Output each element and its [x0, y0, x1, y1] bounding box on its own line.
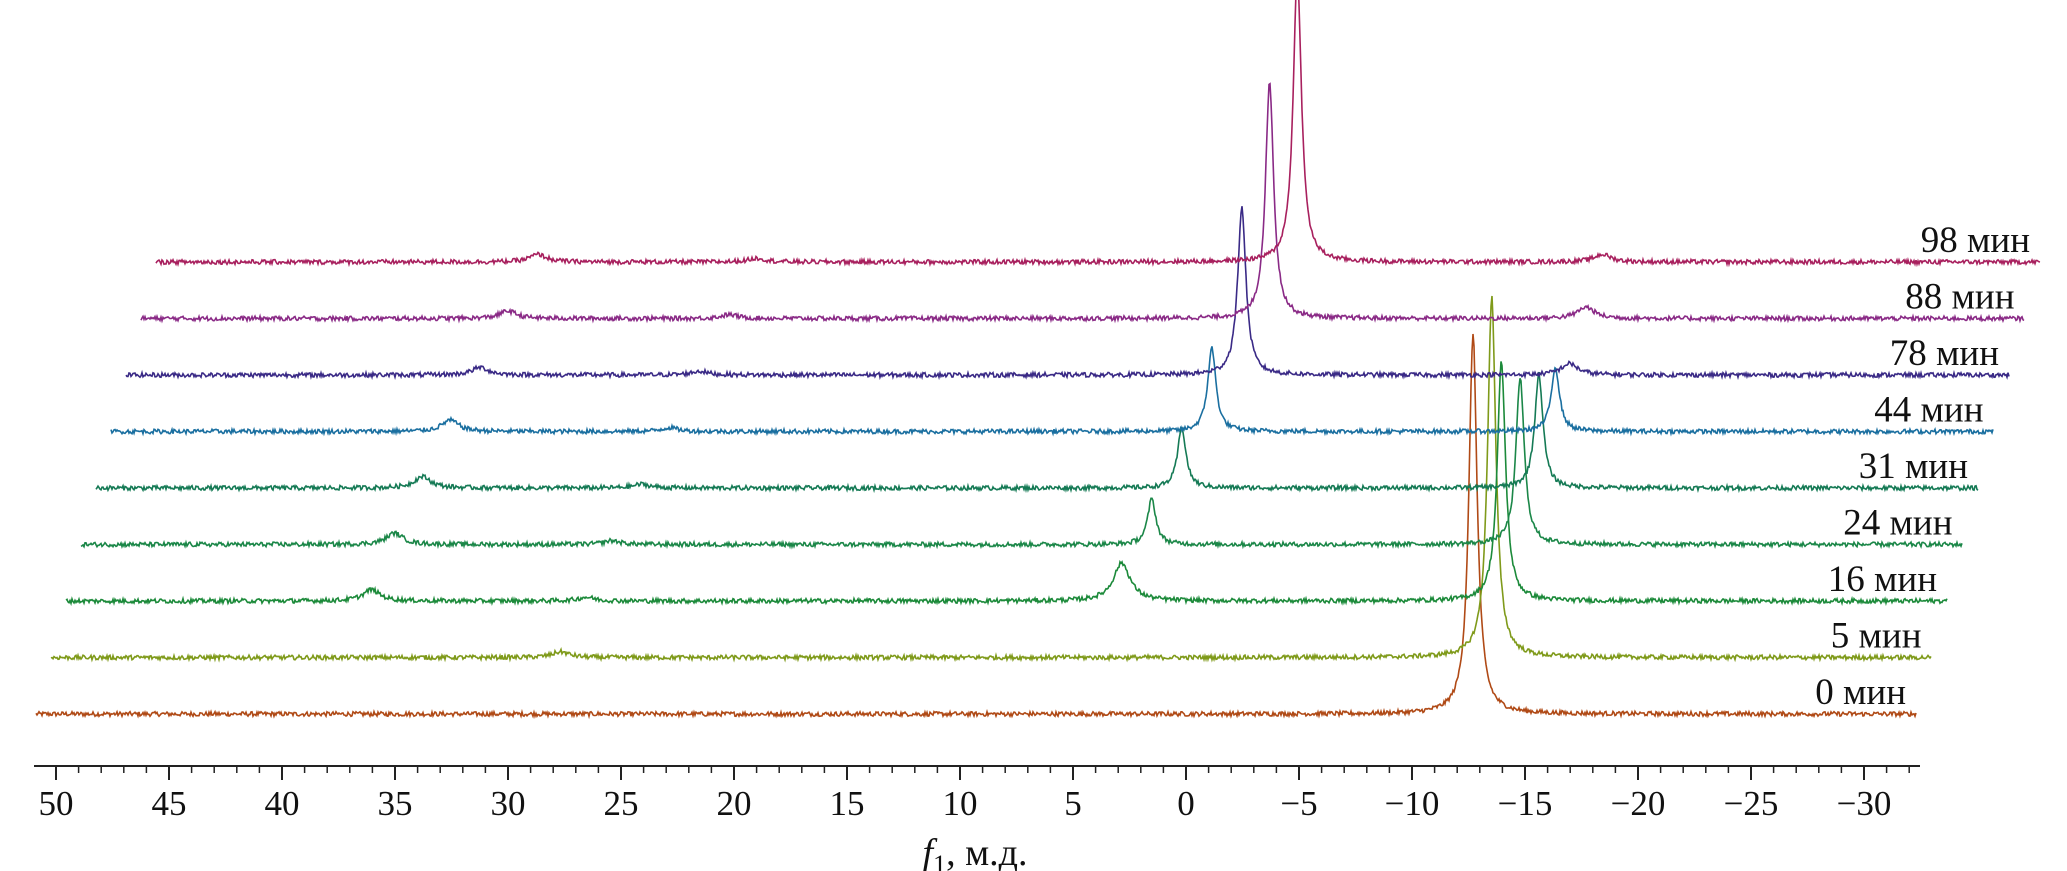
series-label: 98 мин	[1921, 220, 2030, 261]
x-tick-label: −25	[1724, 784, 1779, 823]
x-tick-label: −15	[1498, 784, 1553, 823]
x-tick-label: −30	[1837, 784, 1892, 823]
x-tick-label: −5	[1280, 784, 1317, 823]
x-axis-title: f1, м.д.	[923, 832, 1028, 871]
series-label: 78 мин	[1890, 333, 1999, 374]
x-tick-label: 45	[152, 784, 187, 823]
spectra-traces	[35, 0, 2041, 720]
series-line	[140, 82, 2025, 324]
series-line	[65, 361, 1948, 607]
x-tick-label: 50	[39, 784, 74, 823]
x-tick-label: 40	[265, 784, 300, 823]
x-axis-ticks	[55, 766, 1910, 780]
x-tick-label: 20	[717, 784, 752, 823]
series-line	[50, 295, 1932, 663]
x-axis-tick-labels: 50 45 40 35 30 25 20 15 10 5 0 −5 −10 −15 −20 −25 −30	[39, 784, 1892, 823]
series-line	[35, 333, 1917, 720]
x-axis-title-unit: , м.д.	[946, 832, 1027, 871]
x-axis-title-sub: 1	[933, 850, 946, 871]
x-tick-label: 30	[491, 784, 526, 823]
trace-labels: 0 мин 5 мин 16 мин 24 мин 31 мин 44 мин 78 мин…	[1815, 220, 2030, 713]
x-tick-label: 5	[1064, 784, 1082, 823]
series-line	[110, 346, 1994, 437]
x-tick-label: 15	[830, 784, 865, 823]
series-label: 5 мин	[1831, 616, 1922, 657]
x-tick-label: 25	[604, 784, 639, 823]
series-label: 31 мин	[1859, 446, 1968, 487]
series-line	[125, 206, 2010, 381]
x-tick-label: −10	[1385, 784, 1440, 823]
series-label: 88 мин	[1905, 277, 2014, 318]
x-tick-label: 10	[943, 784, 978, 823]
series-label: 16 мин	[1828, 559, 1937, 600]
x-tick-label: 0	[1177, 784, 1195, 823]
series-label: 0 мин	[1815, 672, 1906, 713]
x-tick-label: 35	[378, 784, 413, 823]
series-line	[95, 371, 1979, 494]
series-line	[155, 0, 2041, 268]
series-line	[80, 378, 1963, 550]
x-tick-label: −20	[1611, 784, 1666, 823]
series-label: 24 мин	[1843, 503, 1952, 544]
series-label: 44 мин	[1874, 390, 1983, 431]
